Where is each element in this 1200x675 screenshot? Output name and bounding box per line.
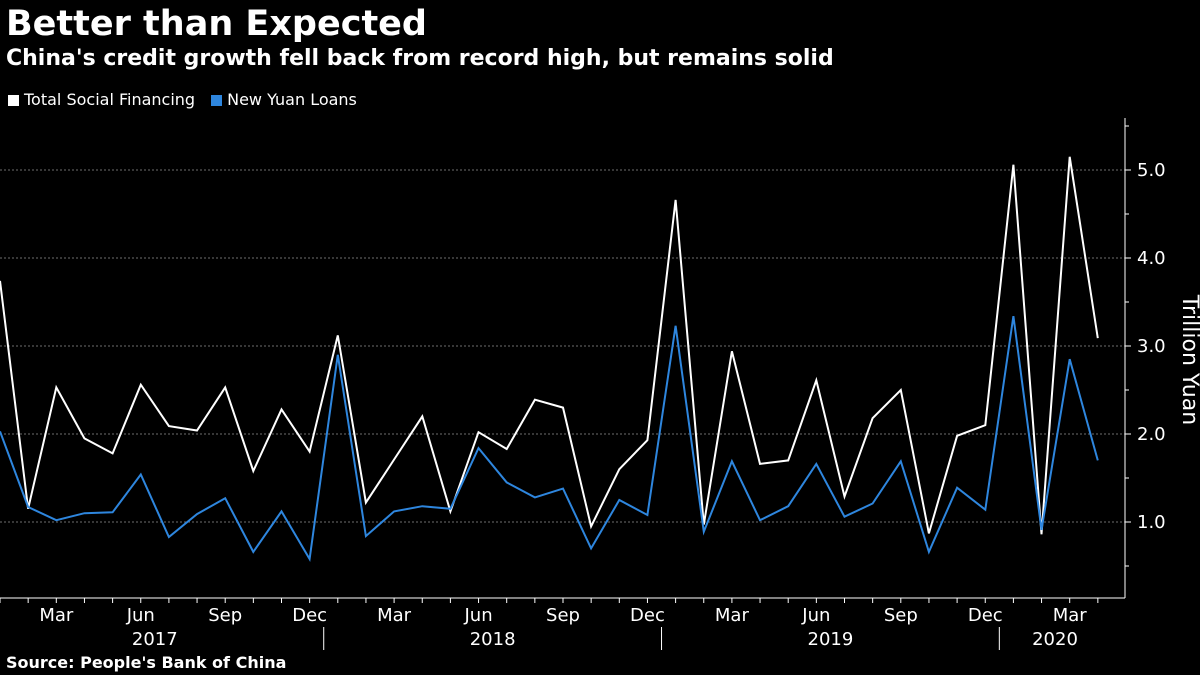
x-tick-label: Sep [884, 605, 918, 626]
x-tick-label: Mar [377, 605, 412, 626]
x-tick-label: Dec [292, 605, 327, 626]
legend-item-loans: New Yuan Loans [211, 90, 357, 110]
x-tick-label: Mar [39, 605, 74, 626]
x-tick-label: Mar [1053, 605, 1088, 626]
legend-label-tsf: Total Social Financing [24, 90, 196, 109]
x-tick-label: Jun [801, 605, 830, 626]
legend-label-loans: New Yuan Loans [227, 90, 357, 109]
legend-swatch-tsf [8, 94, 19, 106]
series-line-new-yuan-loans [0, 315, 1099, 562]
x-tick-label: Sep [546, 605, 580, 626]
source-note: Source: People's Bank of China [6, 653, 287, 672]
x-year-label: 2018 [470, 629, 516, 650]
legend-item-tsf: Total Social Financing [8, 90, 195, 110]
x-tick-label: Dec [968, 605, 1003, 626]
x-year-label: 2020 [1032, 629, 1078, 650]
y-tick-label: 3.0 [1137, 336, 1166, 357]
series-line-total-social-financing [0, 156, 1099, 535]
y-tick-label: 4.0 [1137, 248, 1166, 269]
y-axis-title: Trillion Yuan [1177, 294, 1200, 425]
chart-subtitle: China's credit growth fell back from rec… [6, 46, 834, 71]
x-tick-label: Jun [463, 605, 492, 626]
x-year-label: 2017 [132, 629, 178, 650]
y-tick-label: 2.0 [1137, 424, 1166, 445]
legend: Total Social Financing New Yuan Loans [8, 90, 373, 110]
x-tick-label: Sep [208, 605, 242, 626]
chart-title: Better than Expected [6, 4, 427, 44]
y-tick-label: 1.0 [1137, 512, 1166, 533]
x-year-label: 2019 [808, 629, 854, 650]
x-tick-label: Mar [715, 605, 750, 626]
legend-swatch-loans [211, 94, 223, 106]
y-tick-label: 5.0 [1137, 160, 1166, 181]
x-tick-label: Jun [126, 605, 155, 626]
x-tick-label: Dec [630, 605, 665, 626]
